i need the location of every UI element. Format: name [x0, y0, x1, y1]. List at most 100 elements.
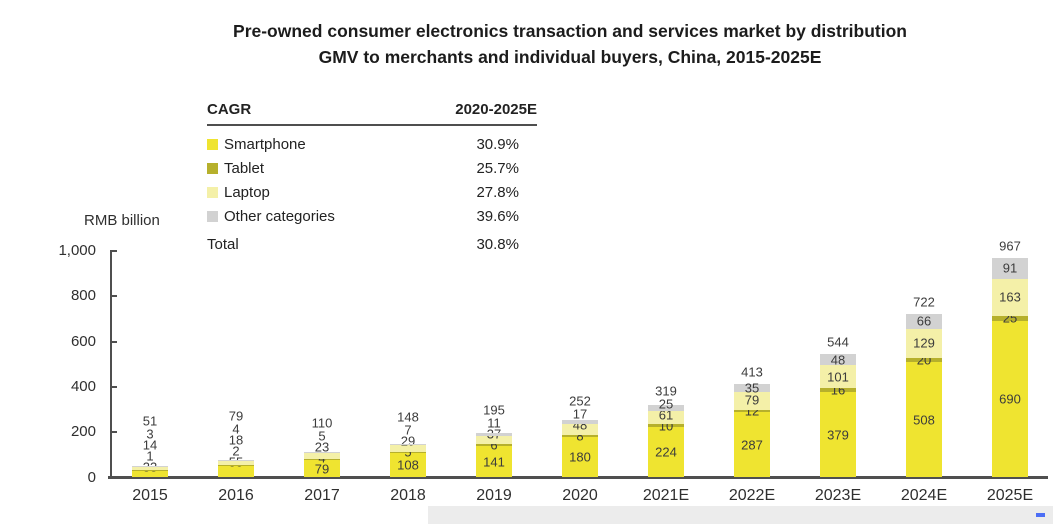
bar-segment-2018-other-categories: [390, 443, 426, 446]
legend-item-other-categories: Other categories 39.6%: [207, 204, 537, 228]
bar-segment-2022E-tablet: [734, 409, 770, 413]
segment-value-label: 79: [314, 461, 330, 477]
segment-value-label: 23: [314, 439, 330, 455]
chart-title: Pre-owned consumer electronics transacti…: [90, 18, 1050, 70]
x-axis-category-label: 2022E: [728, 487, 776, 504]
segment-value-label: 180: [569, 449, 591, 465]
legend-item-cagr: 30.9%: [476, 135, 519, 153]
segment-value-label: 11: [487, 415, 501, 431]
segment-value-label: 79: [744, 392, 760, 408]
segment-value-label: 5: [404, 444, 412, 460]
bar-segment-2018-smartphone: [390, 453, 426, 478]
x-axis-category-label: 2024E: [900, 487, 948, 504]
segment-value-label: 108: [397, 457, 419, 473]
segment-value-label: 6: [490, 437, 498, 453]
segment-value-label: 91: [1002, 260, 1018, 276]
bar-segment-2024E-laptop: [906, 328, 942, 358]
bar-segment-2019-laptop: [476, 435, 512, 445]
x-axis-category-label: 2015: [132, 487, 168, 504]
y-axis-tick: [110, 431, 117, 434]
bar-segment-2021E-smartphone: [648, 426, 684, 478]
legend-header-period: 2020-2025E: [455, 101, 537, 118]
x-axis-category-label: 2020: [562, 487, 598, 504]
segment-value-label: 379: [827, 427, 849, 443]
bar-segment-2023E-tablet: [820, 388, 856, 392]
bar-total-label: 413: [741, 364, 763, 380]
x-axis-line: [108, 476, 1048, 479]
bar-segment-2023E-smartphone: [820, 391, 856, 478]
chart-title-line1: Pre-owned consumer electronics transacti…: [233, 21, 907, 41]
x-axis-category-label: 2025E: [986, 487, 1034, 504]
legend-item-label: Other categories: [224, 207, 335, 225]
bar-segment-2019-smartphone: [476, 445, 512, 478]
bottom-gray-strip: [428, 506, 1053, 524]
legend-item-label: Tablet: [224, 159, 265, 177]
bar-total-label: 544: [827, 334, 849, 350]
y-tick-label: 600: [70, 332, 96, 350]
y-tick-label: 200: [70, 423, 96, 441]
x-axis-category-label: 2018: [390, 487, 426, 504]
bar-segment-2019-tablet: [476, 444, 512, 446]
bar-segment-2024E-tablet: [906, 357, 942, 363]
x-axis-category-label: 2019: [476, 487, 512, 504]
bar-segment-2015-laptop: [132, 466, 168, 470]
segment-value-label: 48: [830, 352, 846, 368]
bar-segment-2017-smartphone: [304, 459, 340, 478]
bar-total-label: 195: [483, 402, 505, 418]
legend-item-smartphone: Smartphone 30.9%: [207, 132, 537, 156]
x-axis-category-label: 2021E: [642, 487, 690, 504]
y-tick-label: 400: [70, 377, 96, 395]
bar-segment-2016-smartphone: [218, 465, 254, 478]
bar-segment-2018-tablet: [390, 451, 426, 454]
blue-progress-artifact: [1036, 513, 1045, 517]
segment-value-label: 18: [228, 432, 244, 448]
bar-segment-2025E-laptop: [992, 278, 1028, 316]
legend-item-label: Laptop: [224, 183, 270, 201]
bar-segment-2022E-smartphone: [734, 412, 770, 478]
bar-segment-2022E-laptop: [734, 391, 770, 410]
y-axis-tick: [110, 476, 117, 479]
x-axis-category-label: 2023E: [814, 487, 862, 504]
smartphone-swatch-icon: [207, 138, 218, 150]
bar-segment-2016-other-categories: [218, 459, 254, 461]
segment-value-label: 8: [576, 428, 584, 444]
segment-value-label: 2: [232, 443, 240, 459]
bar-total-label: 722: [913, 294, 935, 310]
segment-value-label: 4: [232, 421, 240, 437]
segment-value-label: 287: [741, 437, 763, 453]
legend-item-cagr: 27.8%: [476, 183, 519, 201]
y-axis-tick: [110, 250, 117, 252]
bar-total-label: 51: [142, 413, 158, 429]
bar-segment-2020-laptop: [562, 424, 598, 435]
legend-item-label: Smartphone: [224, 135, 306, 153]
segment-value-label: 14: [142, 437, 158, 453]
segment-value-label: 141: [483, 454, 505, 470]
bar-segment-2019-other-categories: [476, 433, 512, 436]
legend: CAGR 2020-2025E Smartphone 30.9% Tablet …: [207, 101, 537, 256]
bar-segment-2023E-laptop: [820, 365, 856, 389]
legend-item-cagr: 39.6%: [476, 207, 519, 225]
legend-total-label: Total: [207, 235, 239, 253]
tablet-swatch-icon: [207, 162, 218, 174]
x-axis-category-label: 2016: [218, 487, 254, 504]
segment-value-label: 17: [572, 406, 588, 422]
legend-total-row: Total 30.8%: [207, 232, 537, 256]
y-axis-tick: [110, 295, 117, 298]
bar-segment-2017-tablet: [304, 458, 340, 460]
y-axis-tick: [110, 340, 117, 343]
segment-value-label: 508: [913, 412, 935, 428]
bar-segment-2025E-other-categories: [992, 258, 1028, 279]
bar-segment-2017-laptop: [304, 453, 340, 459]
y-tick-label: 1,000: [58, 242, 96, 259]
bar-segment-2017-other-categories: [304, 452, 340, 454]
legend-divider: [207, 124, 537, 126]
segment-value-label: 1: [146, 448, 154, 464]
y-axis-line: [110, 251, 112, 478]
bar-segment-2025E-smartphone: [992, 321, 1028, 478]
other-categories-swatch-icon: [207, 210, 218, 222]
bar-segment-2022E-other-categories: [734, 383, 770, 392]
bar-segment-2020-other-categories: [562, 420, 598, 425]
segment-value-label: 5: [318, 428, 326, 444]
y-tick-label: 800: [70, 287, 96, 305]
bar-segment-2025E-tablet: [992, 315, 1028, 322]
